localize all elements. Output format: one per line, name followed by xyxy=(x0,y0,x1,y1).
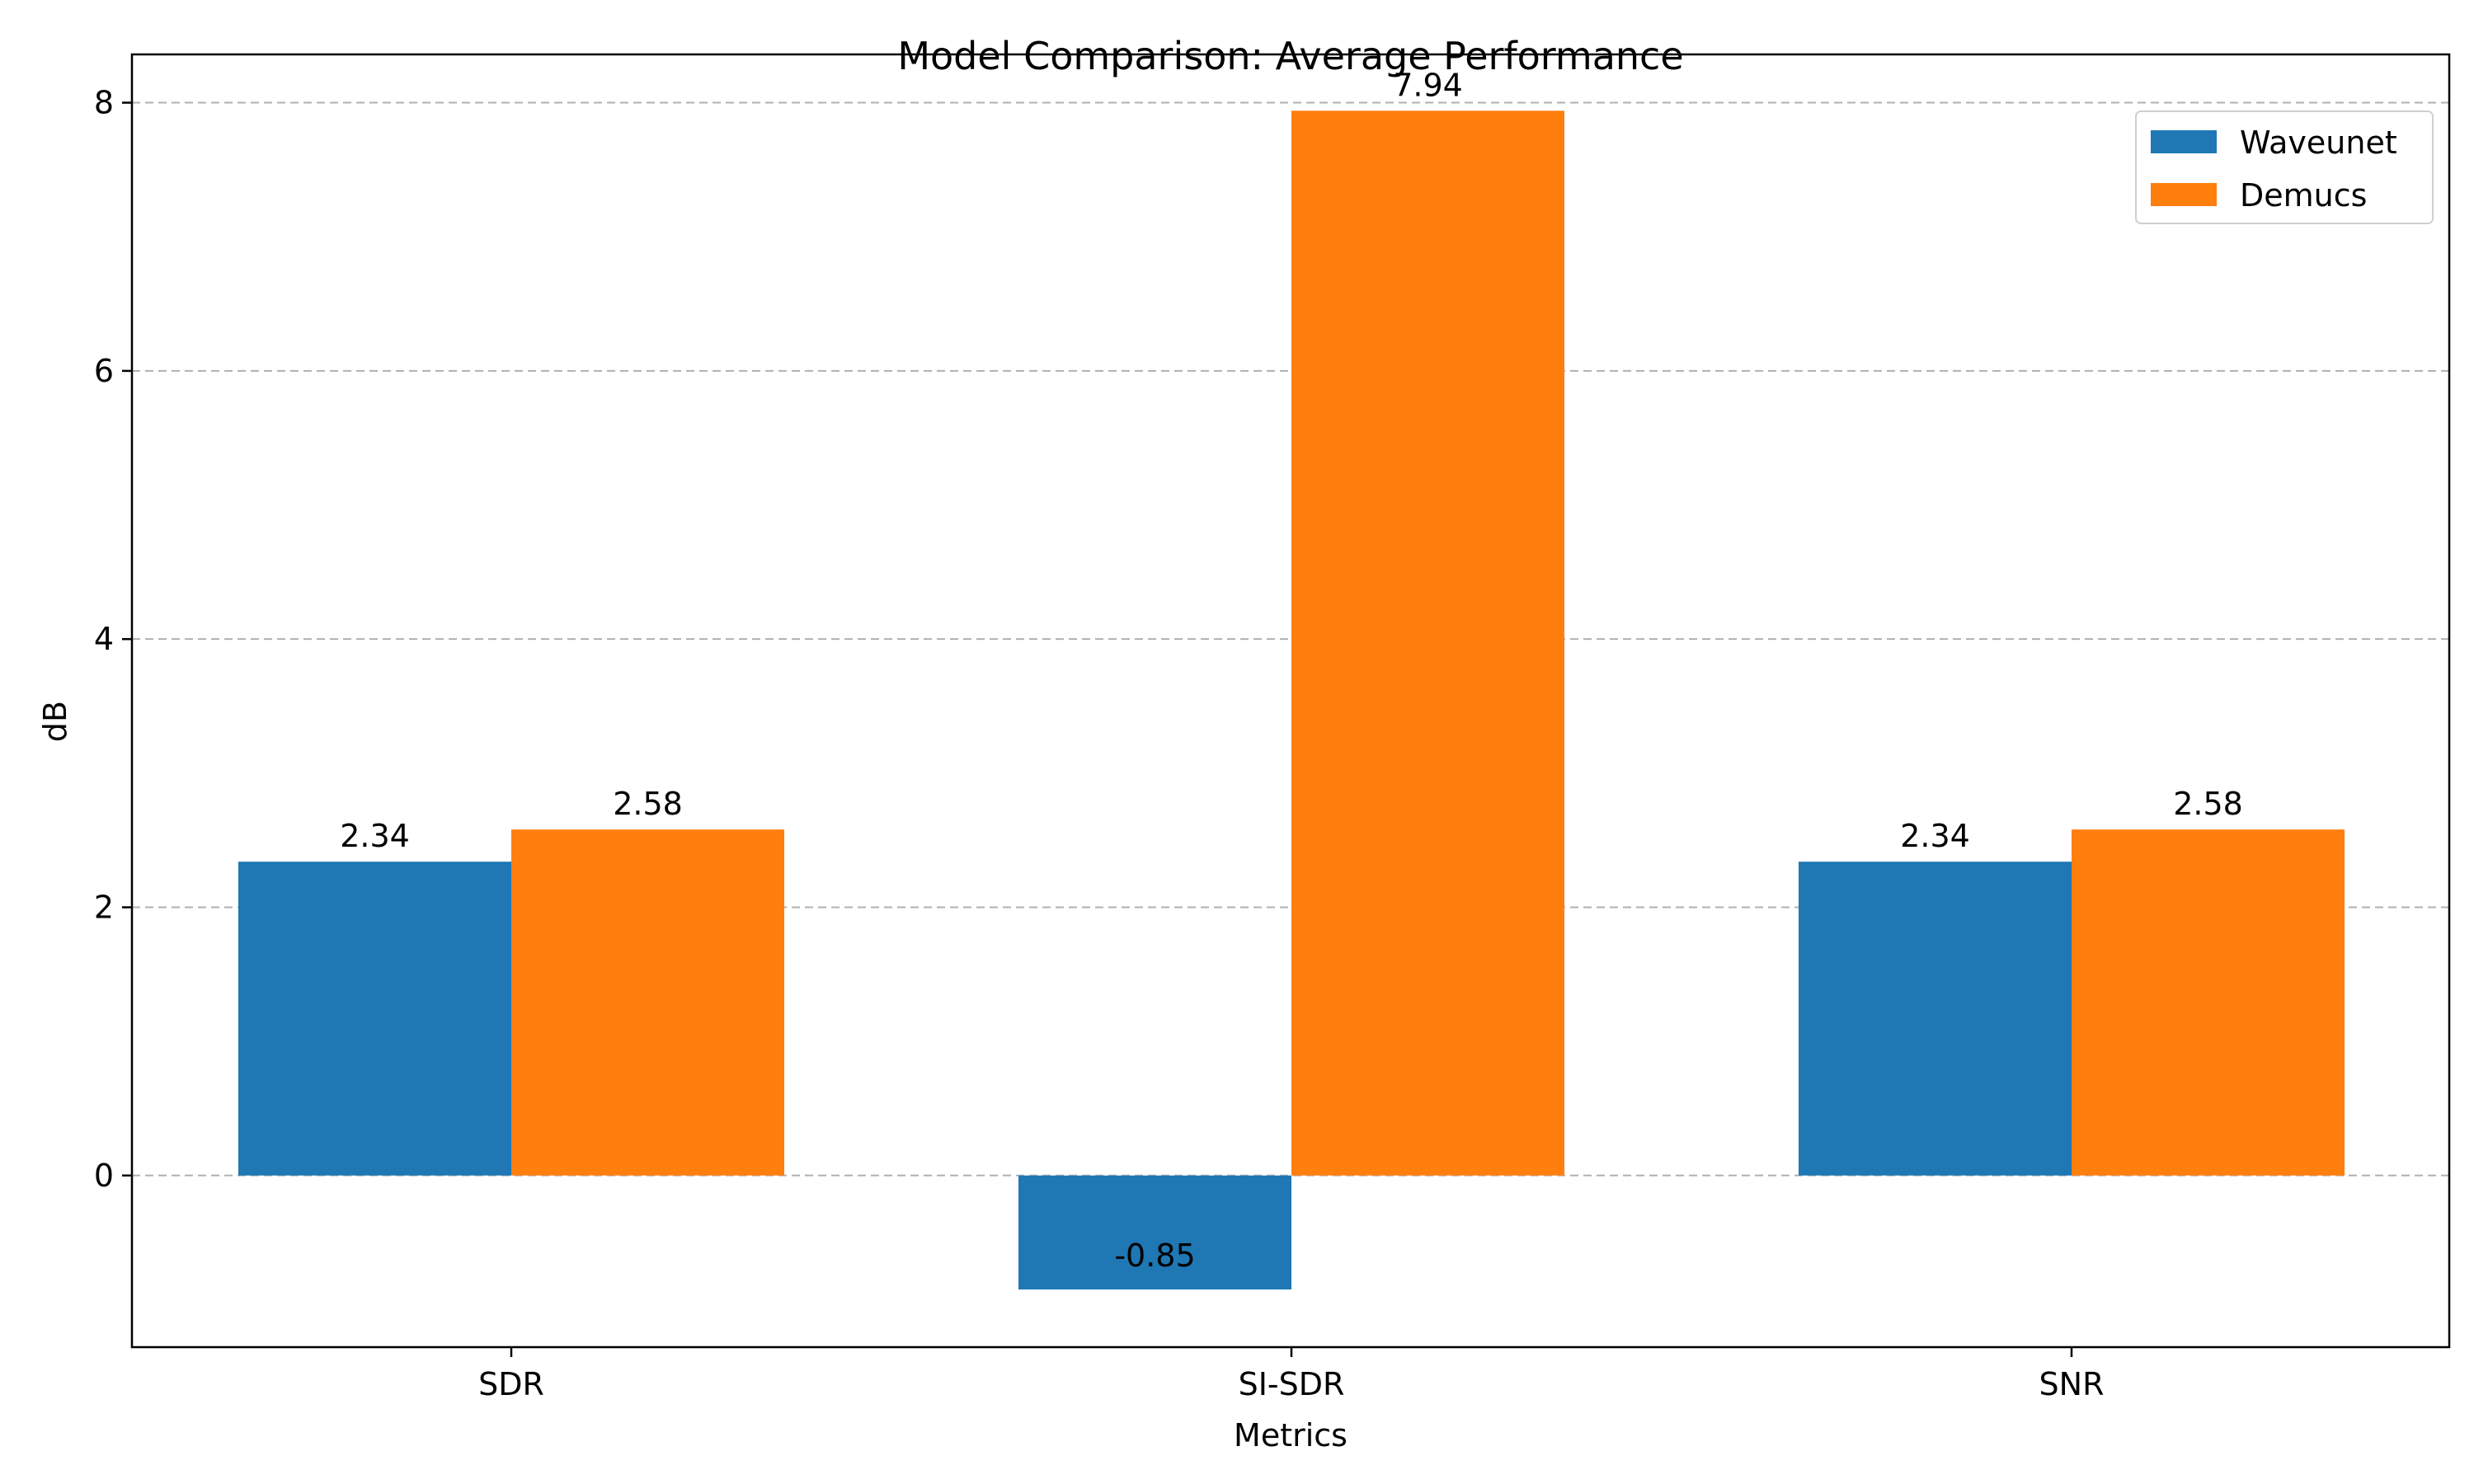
bar-value-label: 2.34 xyxy=(340,818,410,854)
legend-swatch xyxy=(2151,183,2217,206)
y-axis: 0 2 4 6 8 xyxy=(94,85,132,1194)
x-tick-label: SNR xyxy=(2039,1366,2105,1402)
legend-swatch xyxy=(2151,130,2217,153)
y-axis-label: dB xyxy=(37,701,73,742)
bar-value-label: 2.34 xyxy=(1900,818,1970,854)
chart-title: Model Comparison: Average Performance xyxy=(897,34,1683,78)
bar-demucs-sdr xyxy=(511,829,784,1176)
bar-waveunet-si-sdr xyxy=(1018,1175,1291,1290)
legend: Waveunet Demucs xyxy=(2135,110,2434,224)
legend-label: Demucs xyxy=(2240,177,2367,214)
bar-value-label: 2.58 xyxy=(2173,786,2243,822)
bar-value-label: 7.94 xyxy=(1393,67,1463,103)
y-tick-label: 8 xyxy=(94,85,114,121)
bar-demucs-snr xyxy=(2072,829,2345,1176)
x-tick-label: SI-SDR xyxy=(1239,1366,1345,1402)
bar-value-label: -0.85 xyxy=(1114,1237,1195,1274)
x-axis-label: Metrics xyxy=(1234,1417,1348,1453)
y-tick-label: 0 xyxy=(94,1158,114,1194)
legend-label: Waveunet xyxy=(2240,124,2397,161)
bar-value-label: 2.58 xyxy=(613,786,683,822)
bar-demucs-si-sdr xyxy=(1291,110,1564,1176)
bars xyxy=(238,110,2345,1290)
y-tick-label: 2 xyxy=(94,889,114,925)
y-tick-label: 4 xyxy=(94,621,114,657)
y-tick-label: 6 xyxy=(94,353,114,389)
bar-waveunet-snr xyxy=(1799,862,2072,1176)
x-tick-label: SDR xyxy=(478,1366,544,1402)
x-axis: SDR SI-SDR SNR xyxy=(478,1347,2104,1402)
bar-labels: 2.34 2.58 -0.85 7.94 2.34 2.58 xyxy=(340,67,2243,1273)
bar-waveunet-sdr xyxy=(238,862,511,1176)
